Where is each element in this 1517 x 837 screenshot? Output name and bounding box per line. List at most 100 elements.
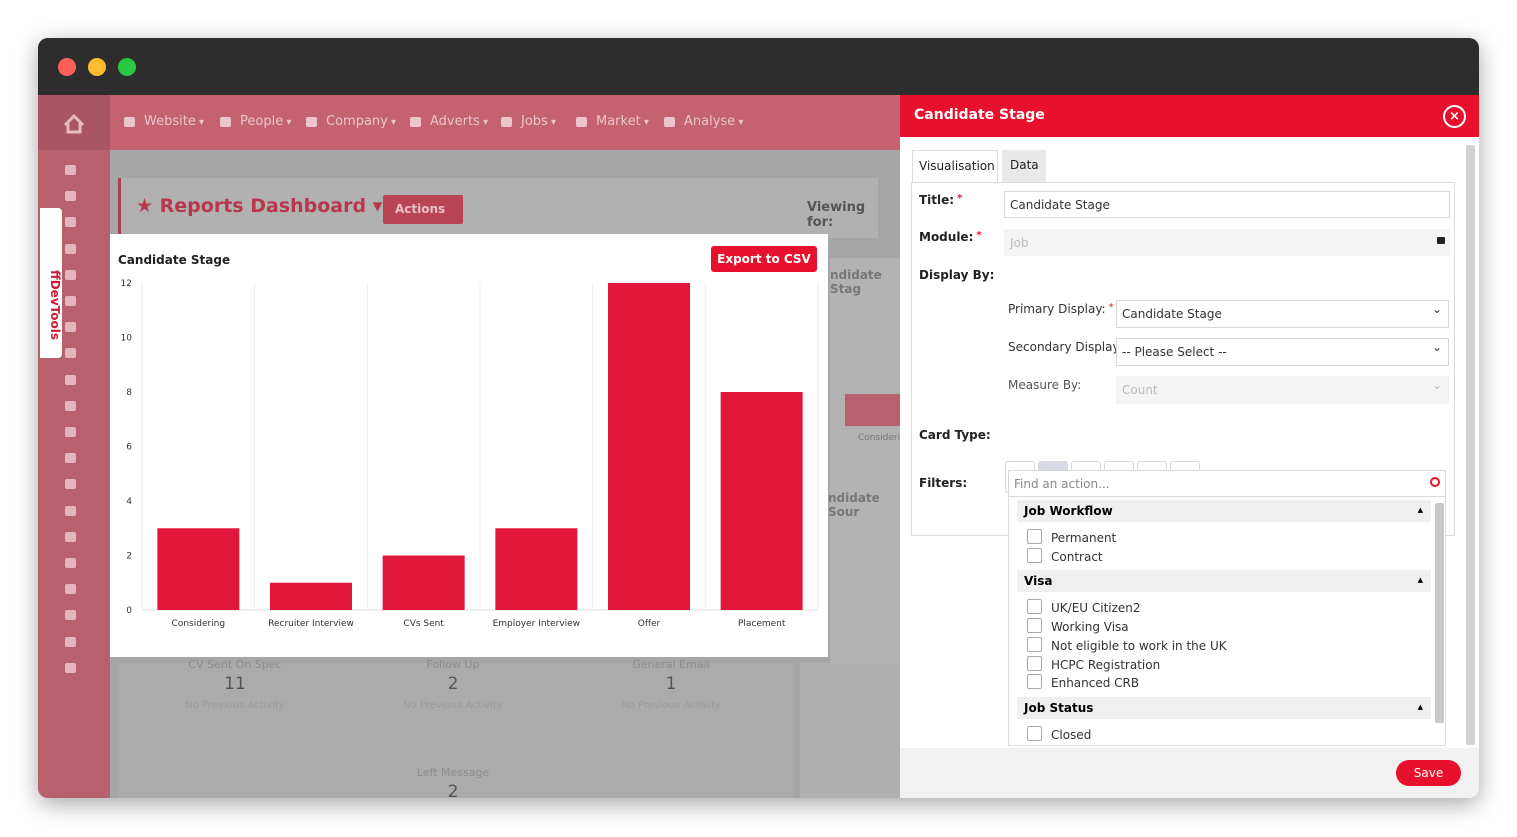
- min-dot[interactable]: [88, 58, 106, 76]
- nav-item[interactable]: Adverts: [430, 114, 488, 129]
- filter-option[interactable]: Enhanced CRB: [1027, 674, 1139, 690]
- x-tick-label: Offer: [638, 619, 661, 629]
- x-tick-label: Recruiter Interview: [268, 619, 354, 629]
- y-tick-label: 6: [126, 443, 132, 453]
- bg-card: [800, 663, 900, 798]
- nav-icon: [664, 117, 675, 127]
- bar: [608, 283, 690, 610]
- primary-select[interactable]: Candidate Stage: [1116, 300, 1449, 328]
- sidebar-icon: [65, 505, 76, 516]
- label: Measure By:: [1008, 378, 1082, 392]
- x-tick-label: CVs Sent: [403, 619, 444, 629]
- chart-card: Candidate Stage Export to CSV 0 2 4 6 8 10 12 C…: [110, 234, 828, 657]
- filter-option[interactable]: Not eligible to work in the UK: [1027, 637, 1227, 653]
- label-text: Primary Display:: [1008, 302, 1106, 316]
- bg-card: [830, 258, 900, 668]
- y-tick-label: 10: [121, 334, 133, 344]
- export-label[interactable]: Export to CSV: [717, 252, 811, 266]
- home[interactable]: [38, 95, 110, 150]
- filter-group[interactable]: Visa: [1017, 570, 1431, 593]
- title-input[interactable]: Candidate Stage: [1004, 191, 1450, 218]
- module-input: Job: [1004, 229, 1450, 256]
- devtools-tab[interactable]: ffDevTools: [40, 208, 62, 358]
- required: *: [1108, 302, 1114, 313]
- actions-button[interactable]: Actions: [383, 195, 463, 224]
- y-tick-label: 2: [126, 552, 132, 562]
- nav-item[interactable]: People: [240, 114, 291, 129]
- dashboard-title-text: Reports Dashboard: [159, 195, 367, 217]
- window: ffDevTools Website People Company Adverts Jo…: [38, 38, 1479, 798]
- bar: [720, 392, 803, 610]
- stat-value: 1: [665, 674, 677, 694]
- x-tick-label: Placement: [738, 619, 786, 629]
- sidebar-icon: [65, 558, 76, 568]
- dashboard-title: ★ Reports Dashboard ▾: [136, 195, 383, 217]
- panel-title: Candidate Stage: [914, 107, 1045, 123]
- filter-option[interactable]: Contract: [1027, 548, 1103, 564]
- sidebar-icon: [65, 636, 76, 647]
- side-panel: Candidate Stage × Visualisation Data Tit…: [900, 95, 1479, 798]
- sidebar-icon: [65, 217, 76, 228]
- y-tick-label: 8: [126, 388, 132, 398]
- filter-search[interactable]: Find an action...: [1008, 470, 1446, 497]
- required: *: [957, 193, 963, 204]
- nav-item[interactable]: Company: [326, 114, 396, 129]
- nav-icon: [410, 117, 421, 127]
- lock-icon: [1437, 237, 1445, 244]
- label: Display By:: [919, 268, 995, 282]
- save-button[interactable]: Save: [1396, 760, 1461, 786]
- label: Module: *: [919, 230, 982, 244]
- filter-option[interactable]: UK/EU Citizen2: [1027, 599, 1141, 615]
- sidebar-icon: [65, 322, 76, 333]
- bg-bar: [845, 394, 900, 426]
- y-tick-label: 4: [126, 497, 132, 507]
- x-tick-label: Employer Interview: [493, 619, 580, 629]
- nav-item[interactable]: Website: [144, 114, 204, 129]
- close-dot[interactable]: [58, 58, 76, 76]
- filter-option[interactable]: Closed: [1027, 726, 1091, 742]
- bar: [382, 555, 465, 610]
- nav-icon: [576, 117, 587, 127]
- sidebar-icon: [65, 165, 76, 175]
- nav-item[interactable]: Analyse: [684, 114, 743, 129]
- y-tick-label: 12: [121, 279, 132, 289]
- filter-list: Job Workflow Permanent Contract Visa UK/EU C…: [1008, 497, 1446, 746]
- nav-item[interactable]: Market: [596, 114, 649, 129]
- home-icon: [63, 113, 85, 134]
- nav-icon: [306, 117, 317, 127]
- tab[interactable]: Data: [1002, 150, 1046, 182]
- filter-group[interactable]: Job Status: [1017, 696, 1431, 719]
- nav-icon: [220, 117, 231, 127]
- filter-option[interactable]: HCPC Registration: [1027, 656, 1160, 672]
- stat-label: Left Message: [416, 766, 490, 779]
- sidebar-icon: [65, 400, 76, 411]
- stat-note: No Previous Activity: [403, 700, 503, 711]
- search-icon: [1430, 477, 1440, 487]
- tab-active[interactable]: Visualisation: [912, 150, 998, 183]
- sidebar-icon: [65, 374, 76, 385]
- stat-note: No Previous Activity: [621, 700, 721, 711]
- filter-option[interactable]: Permanent: [1027, 529, 1116, 545]
- required: *: [976, 230, 982, 241]
- filter-option[interactable]: Working Visa: [1027, 618, 1129, 634]
- max-dot[interactable]: [118, 58, 136, 76]
- sidebar-icon: [65, 584, 76, 595]
- filter-option[interactable]: Open: [1027, 745, 1083, 746]
- label-text: Module:: [919, 230, 974, 244]
- bg-card-title: ndidate Stag: [830, 268, 882, 296]
- label: Title: *: [919, 193, 962, 207]
- nav-bar: Website People Company Adverts Jobs Market Ana…: [110, 95, 900, 150]
- nav-item[interactable]: Jobs: [521, 114, 556, 129]
- filter-group[interactable]: Job Workflow: [1017, 500, 1431, 522]
- stat-value: 2: [447, 674, 459, 694]
- secondary-select[interactable]: -- Please Select --: [1116, 338, 1449, 366]
- sidebar-icon: [65, 348, 76, 359]
- label: Card Type:: [919, 428, 991, 442]
- bar: [157, 528, 240, 610]
- viewing-for: Viewing for:: [807, 200, 866, 230]
- stat-label: CV Sent On Spec: [188, 658, 282, 671]
- bar: [495, 528, 578, 610]
- export-button[interactable]: [711, 246, 817, 272]
- stat-note: No Previous Activity: [185, 700, 285, 711]
- close-button[interactable]: ×: [1443, 105, 1466, 128]
